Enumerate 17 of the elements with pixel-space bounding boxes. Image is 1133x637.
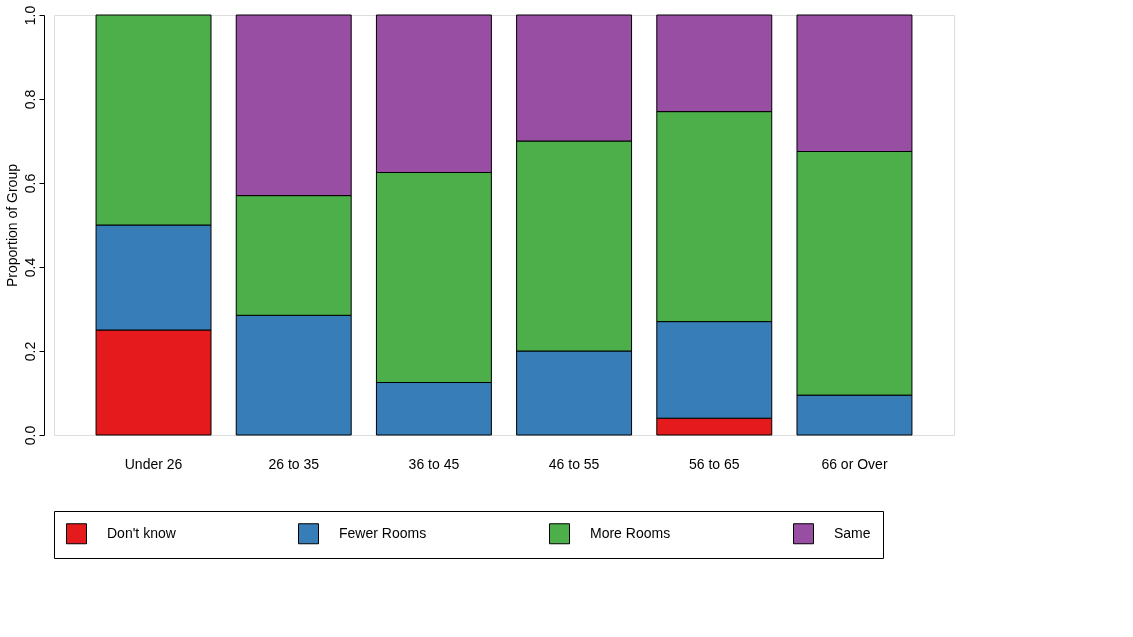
x-tick-label: 46 to 55 — [548, 455, 600, 472]
y-tick-label: 0.8 — [21, 89, 38, 110]
y-tick-label: 0.2 — [21, 341, 38, 362]
legend-label: More Rooms — [590, 524, 671, 541]
y-tick-label: 0.6 — [21, 173, 38, 194]
x-tick-label: Under 26 — [124, 455, 183, 472]
legend-label: Don't know — [107, 524, 177, 541]
y-tick-label: 0.0 — [21, 425, 38, 446]
legend-label: Same — [834, 524, 871, 541]
x-tick-label: 36 to 45 — [408, 455, 460, 472]
y-tick-label: 0.4 — [21, 257, 38, 278]
x-tick-label: 66 or Over — [821, 455, 888, 472]
y-tick-label: 1.0 — [21, 5, 38, 26]
legend-label: Fewer Rooms — [339, 524, 427, 541]
x-tick-label: 26 to 35 — [268, 455, 320, 472]
x-tick-label: 56 to 65 — [688, 455, 740, 472]
y-axis-title: Proportion of Group — [3, 163, 20, 287]
